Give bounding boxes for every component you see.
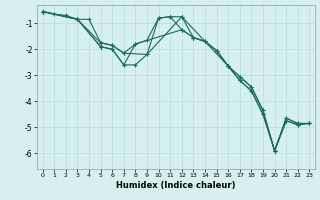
X-axis label: Humidex (Indice chaleur): Humidex (Indice chaleur) <box>116 181 236 190</box>
